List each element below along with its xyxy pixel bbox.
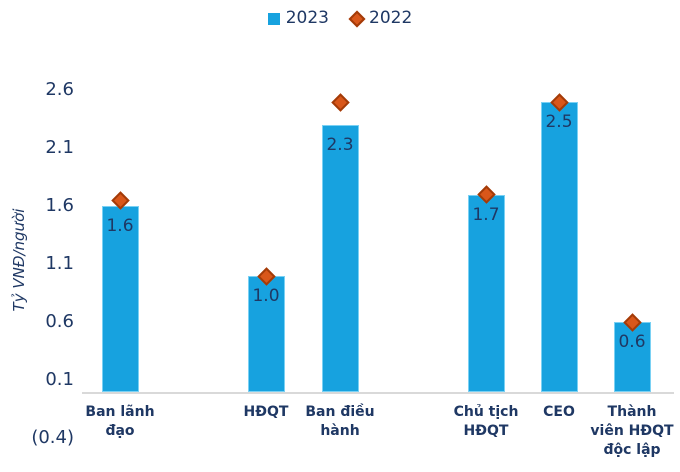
x-category-label: Ban điều hành: [305, 404, 375, 439]
y-tick-label: 1.6: [45, 195, 74, 217]
legend: 2023 2022: [0, 8, 680, 28]
y-tick-label: 0.1: [45, 369, 74, 391]
y-tick-label: (0.4): [31, 427, 74, 449]
bar-value-label: 1.6: [106, 216, 134, 237]
legend-square-marker-icon: [267, 12, 280, 25]
bar-2023: [321, 125, 359, 392]
bar-2023: [540, 102, 578, 392]
bar-value-label: 2.3: [326, 135, 354, 156]
legend-diamond-marker-icon: [348, 10, 366, 27]
legend-item-2022: 2022: [348, 8, 413, 28]
x-category-label: Chủ tịch HĐQT: [453, 404, 519, 439]
legend-label-2022: 2022: [369, 8, 413, 28]
y-tick-label: 2.1: [45, 137, 74, 159]
bar-2023: [467, 194, 505, 392]
y-tick-label: 1.1: [45, 253, 74, 275]
bar-2023: [101, 206, 139, 392]
x-axis-line: [82, 392, 674, 394]
x-category-label: Thành viên HĐQT độc lập: [590, 404, 674, 458]
y-tick-label: 0.6: [45, 311, 74, 333]
bar-value-label: 2.5: [545, 112, 573, 132]
diamond-marker-2022: [330, 92, 350, 112]
x-category-label: Ban lãnh đạo: [85, 404, 155, 439]
bar-value-label: 0.6: [618, 332, 646, 353]
bar-value-label: 1.7: [472, 204, 500, 225]
x-category-label: CEO: [543, 404, 575, 420]
x-category-label: HĐQT: [243, 404, 289, 420]
bar-value-label: 1.0: [252, 286, 280, 306]
bar-2023: [247, 276, 285, 392]
y-tick-label: 2.6: [45, 79, 74, 101]
legend-label-2023: 2023: [285, 8, 329, 28]
legend-item-2023: 2023: [267, 8, 329, 28]
